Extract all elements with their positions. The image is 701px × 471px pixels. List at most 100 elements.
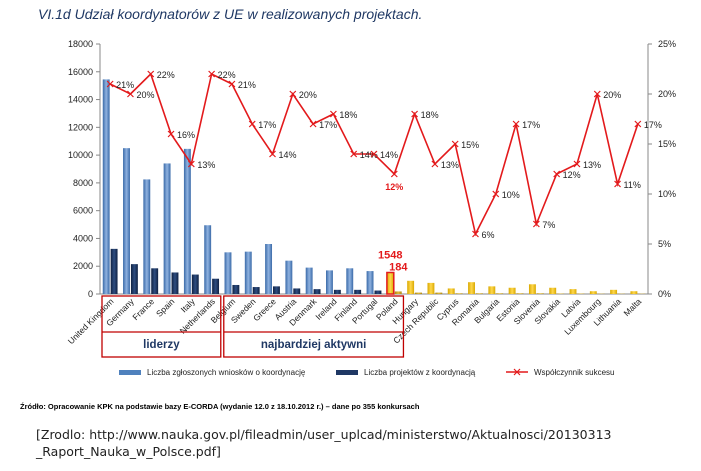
group-box [223, 295, 405, 358]
line-data-label: 14% [279, 150, 297, 160]
bar-projekty [455, 293, 463, 294]
line-data-label: 20% [136, 90, 154, 100]
bar-projekty [252, 287, 260, 294]
data-label-poland-wnioski: 1548 [378, 250, 402, 262]
line-point [553, 170, 561, 178]
bar-wnioski [163, 163, 171, 294]
line-data-label: 14% [380, 150, 398, 160]
line-point [370, 150, 378, 158]
line-data-label: 22% [157, 70, 175, 80]
line-point [309, 120, 317, 128]
bar-projekty [191, 274, 199, 294]
y-left-tick-label: 6000 [73, 206, 93, 216]
y-left-tick-label: 14000 [68, 95, 93, 105]
bar-wnioski [244, 251, 252, 294]
line-point [228, 80, 236, 88]
bar-projekty [415, 292, 422, 294]
bar-wnioski [427, 282, 435, 294]
x-tick-label: France [130, 296, 156, 322]
bar-projekty [516, 293, 524, 294]
line-point [451, 140, 459, 148]
line-point [106, 80, 114, 88]
bar-projekty [110, 248, 118, 294]
bar-projekty [333, 289, 341, 294]
bar-wnioski [488, 286, 496, 294]
line-data-label: 13% [197, 160, 215, 170]
bar-wnioski [224, 252, 232, 294]
chart: 0 2000 4000 6000 8000 10000 12000 14000 16000 180… [66, 39, 676, 377]
line-data-label: 21% [116, 80, 134, 90]
line-point [127, 90, 134, 98]
line-data-label: 13% [441, 160, 459, 170]
line-point [593, 90, 601, 98]
bar-projekty [536, 293, 544, 294]
bar-wnioski [447, 288, 455, 294]
line-point [329, 110, 337, 118]
line-point [614, 180, 621, 188]
line-data-label: 15% [461, 140, 479, 150]
line-data-label: 17% [258, 120, 276, 130]
line-data-label: 14% [360, 150, 378, 160]
y-left-tick-label: 0 [88, 289, 93, 299]
line-point [634, 120, 642, 128]
bar-projekty [313, 289, 321, 294]
y-right-tick-label: 10% [658, 189, 676, 199]
bar-projekty [475, 293, 483, 294]
line-point [512, 120, 520, 128]
group-label: najbardziej aktywni [261, 339, 366, 351]
y-left-tick-label: 12000 [68, 122, 93, 132]
data-label-poland-projekty: 184 [389, 262, 408, 274]
legend-label: Liczba zgłoszonych wniosków o koordynacj… [147, 368, 306, 377]
x-tick-label: Spain [154, 296, 177, 319]
bar-projekty [130, 264, 138, 294]
bar-wnioski [265, 244, 273, 294]
citation-line-1: [Zrodlo: http://www.nauka.gov.pl/fileadm… [36, 427, 612, 442]
bar-wnioski [204, 225, 212, 294]
bar-wnioski [589, 291, 597, 294]
line-point [390, 170, 398, 178]
bar-wnioski [326, 270, 333, 294]
bar-wnioski [346, 268, 354, 294]
y-left-tick-label: 16000 [68, 67, 93, 77]
line-point [350, 150, 358, 158]
x-tick-label: Greece [251, 296, 278, 323]
line-point [147, 70, 155, 78]
bar-wnioski [528, 284, 536, 294]
bar-projekty [273, 286, 280, 294]
line-point [289, 90, 297, 98]
bar-projekty [354, 289, 362, 294]
bar-wnioski [366, 271, 374, 294]
bar-projekty [232, 284, 240, 294]
bar-wnioski [183, 148, 191, 294]
bar-wnioski [123, 148, 130, 294]
y-left-tick-label: 4000 [73, 233, 93, 243]
legend-label: Liczba projektów z koordynacją [364, 368, 476, 377]
bar-projekty [293, 288, 301, 294]
line-data-label: 11% [624, 180, 641, 190]
y-left-tick-label: 10000 [68, 150, 93, 160]
bar-wnioski [305, 267, 313, 294]
bar-wnioski [508, 287, 516, 294]
line-point [269, 150, 276, 158]
bar-wnioski [630, 291, 638, 294]
legend-swatch-projekty [336, 370, 358, 375]
bar-wnioski [386, 271, 395, 295]
line-data-label: 17% [319, 120, 337, 130]
y-right-tick-label: 25% [658, 39, 676, 49]
bar-wnioski [468, 282, 475, 294]
line-point [187, 160, 195, 168]
bar-projekty [496, 293, 504, 294]
line-point [248, 120, 256, 128]
y-left-tick-label: 8000 [73, 178, 93, 188]
bar-wnioski [285, 260, 293, 294]
y-right-tick-label: 15% [658, 139, 676, 149]
citation: [Zrodlo: http://www.nauka.gov.pl/fileadm… [36, 426, 611, 460]
bar-projekty [151, 268, 159, 294]
line-data-label: 20% [299, 90, 317, 100]
line-data-label: 18% [339, 110, 357, 120]
bar-wnioski [407, 280, 415, 294]
bar-wnioski [610, 289, 618, 294]
x-tick-label: Malta [621, 296, 643, 318]
line-data-label: 18% [421, 110, 439, 120]
line-point [431, 160, 439, 168]
